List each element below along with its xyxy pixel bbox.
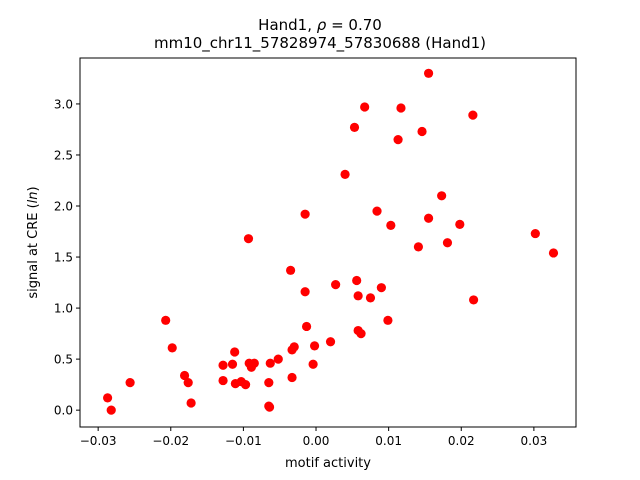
data-point-37 [352,275,362,286]
data-point-30 [301,321,312,332]
x-tick-label: −0.01 [225,434,262,448]
data-point-14 [240,380,251,390]
data-point-43 [372,206,382,216]
data-point-32 [309,341,320,351]
data-point-45 [383,315,393,325]
data-point-4 [167,343,177,353]
data-point-22 [265,358,275,368]
data-point-5 [179,370,190,381]
data-point-44 [376,283,386,293]
x-axis-label: motif activity [285,456,371,471]
y-tick-label: 0.0 [54,404,73,418]
x-tick-label: −0.03 [80,434,117,448]
data-point-11 [230,347,240,357]
x-tick-label: 0.00 [303,434,330,448]
data-point-42 [365,293,376,303]
data-point-57 [469,295,479,305]
chart-title-line2: mm10_chr11_57828974_57830688 (Hand1) [154,34,486,53]
data-point-7 [186,398,196,408]
data-point-56 [468,110,478,120]
data-point-47 [393,135,403,145]
data-point-40 [356,329,366,339]
data-point-54 [442,238,453,248]
y-tick-label: 1.0 [54,302,73,316]
data-point-49 [413,242,424,252]
chart-title-line1: Hand1, ρ = 0.70 [258,16,382,34]
data-point-10 [227,359,238,369]
data-point-38 [353,291,363,301]
y-tick-label: 2.5 [54,148,73,162]
x-tick-label: 0.01 [375,434,402,448]
data-point-21 [264,402,275,412]
data-point-58 [530,228,540,239]
data-point-25 [287,372,297,383]
x-tick-label: −0.02 [152,434,189,448]
data-point-9 [218,375,228,386]
data-point-50 [417,126,427,137]
x-tick-label: 0.03 [521,434,548,448]
data-point-23 [273,354,283,364]
data-point-28 [300,209,310,219]
data-point-51 [423,68,434,78]
data-point-53 [437,191,447,201]
data-point-18 [249,358,259,368]
data-point-1 [106,405,116,415]
y-tick-label: 0.5 [54,353,73,367]
data-point-31 [308,359,318,369]
data-point-2 [125,378,135,388]
data-point-41 [360,102,370,112]
points-layer [103,68,559,415]
data-point-34 [331,280,341,290]
y-tick-label: 2.0 [54,200,73,214]
data-point-24 [286,265,296,275]
data-point-59 [548,248,559,258]
data-point-35 [340,169,350,179]
data-point-36 [349,122,360,133]
data-point-46 [386,220,396,230]
data-point-8 [218,360,228,370]
y-axis-label: signal at CRE (ln) [26,186,41,298]
data-point-48 [396,103,406,113]
data-point-6 [183,378,193,388]
data-point-52 [423,213,434,223]
data-point-33 [325,337,336,347]
y-tick-label: 1.5 [54,251,73,265]
data-point-0 [103,393,113,403]
data-point-3 [161,315,171,325]
data-point-55 [455,219,465,229]
data-point-19 [264,378,274,388]
data-point-16 [243,234,254,244]
y-tick-label: 3.0 [54,97,73,111]
plot-frame [79,57,577,428]
data-point-29 [300,287,310,297]
data-point-27 [289,342,299,352]
y-axis-ticks: 0.0 0.5 1.0 1.5 2.0 2.5 3.0 [54,97,80,418]
x-axis-ticks: −0.03 −0.02 −0.01 0.00 0.01 0.02 0.03 [80,427,547,448]
x-tick-label: 0.02 [448,434,475,448]
